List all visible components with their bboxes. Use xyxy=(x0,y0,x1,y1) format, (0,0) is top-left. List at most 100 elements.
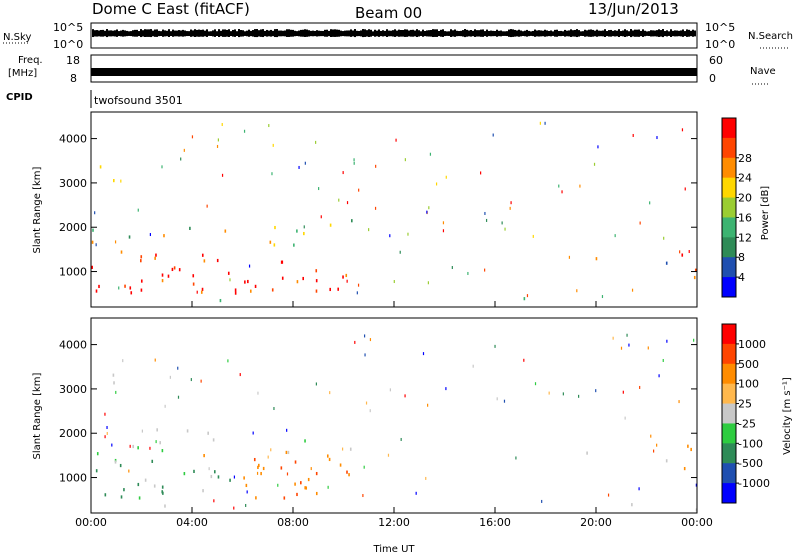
rti-cell xyxy=(304,439,306,443)
nsky-bar xyxy=(230,31,232,37)
nsky-bar xyxy=(116,29,118,37)
rti-cell xyxy=(534,382,537,386)
nsky-bar xyxy=(240,30,242,37)
nsky-bar xyxy=(110,30,112,37)
rti-cell xyxy=(369,338,372,342)
nsky-bar xyxy=(174,30,176,37)
rti-cell xyxy=(665,261,668,265)
rti-cell xyxy=(404,394,406,398)
nsky-bar xyxy=(108,30,110,37)
rti-cell xyxy=(112,373,115,377)
colorbar-tick-label: 100 xyxy=(738,378,759,391)
nsearch-tick-bottom: 10^0 xyxy=(705,38,735,51)
rti-cell xyxy=(472,364,474,368)
nsky-bar xyxy=(578,30,580,37)
rti-cell xyxy=(315,491,318,496)
nsky-bar xyxy=(618,29,620,38)
nsky-bar xyxy=(248,29,250,37)
rti-cell xyxy=(315,140,317,144)
nsky-bar xyxy=(470,30,472,37)
rti-cell xyxy=(177,395,180,399)
rti-cell xyxy=(639,221,641,225)
rti-cell xyxy=(693,275,696,280)
rti-cell xyxy=(257,391,259,395)
rti-cell xyxy=(210,474,213,479)
colorbar-segment xyxy=(722,363,736,385)
nsky-bar xyxy=(580,31,582,36)
nsky-bar xyxy=(294,30,296,37)
velocity-panel-frame xyxy=(90,317,698,514)
rti-cell xyxy=(445,175,447,179)
rti-cell xyxy=(375,164,377,168)
nsky-bar xyxy=(246,30,248,37)
nsky-bar xyxy=(198,29,200,37)
colorbar-segment xyxy=(722,483,736,504)
nsky-bar xyxy=(674,30,676,37)
x-tick-label: 16:00 xyxy=(479,516,511,529)
nsearch-label: N.Search xyxy=(748,31,793,42)
rti-cell xyxy=(154,358,156,362)
rti-cell xyxy=(601,295,604,299)
nsky-bar xyxy=(556,29,558,37)
power-colorbar-label: Power [dB] xyxy=(760,186,771,241)
rti-cell xyxy=(128,469,130,473)
nsky-bar xyxy=(182,29,184,37)
rti-cell xyxy=(161,273,164,277)
rti-cell xyxy=(177,366,179,370)
nsky-bar xyxy=(264,30,266,37)
rti-cell xyxy=(216,258,219,263)
rti-cell xyxy=(173,266,176,270)
nsky-bar xyxy=(256,29,258,38)
rti-cell xyxy=(271,288,274,292)
nsky-bar xyxy=(166,30,168,37)
y-tick-label: 2000 xyxy=(59,221,87,234)
nsky-bar xyxy=(612,30,614,37)
rti-cell xyxy=(548,391,550,395)
rti-cell xyxy=(687,444,689,448)
rti-cell xyxy=(253,457,256,462)
rti-cell xyxy=(203,453,205,458)
rti-cell xyxy=(161,485,164,489)
rti-cell xyxy=(212,438,215,442)
nsky-bar xyxy=(408,30,410,37)
nsky-bar xyxy=(270,29,272,37)
nsky-panel-frame xyxy=(90,22,698,49)
nsky-bar xyxy=(274,29,276,38)
nsky-bar xyxy=(502,31,504,36)
nsky-bar xyxy=(130,31,132,37)
rti-cell xyxy=(280,260,283,264)
nsky-bar xyxy=(94,30,96,37)
rti-cell xyxy=(144,478,147,482)
freq-label-line1: Freq. xyxy=(18,55,43,66)
nsky-bar xyxy=(188,31,190,37)
x-tick-label: 00:00 xyxy=(75,516,107,529)
nsky-bar xyxy=(656,30,658,37)
rti-cell xyxy=(503,399,506,403)
rti-cell xyxy=(368,228,370,232)
nsky-bar xyxy=(482,29,484,37)
nsky-bar xyxy=(254,29,256,38)
rti-cell xyxy=(129,286,132,290)
rti-cell xyxy=(631,503,633,507)
nsky-bar xyxy=(406,29,408,37)
colorbar-frame xyxy=(721,117,737,298)
nsky-bar xyxy=(492,30,494,37)
rti-cell xyxy=(435,182,438,186)
rti-cell xyxy=(649,201,651,205)
nsky-bar xyxy=(484,31,486,37)
rti-cell xyxy=(658,374,660,378)
rti-cell xyxy=(287,450,290,455)
nsky-bar xyxy=(284,30,286,37)
nsky-bar xyxy=(540,30,542,37)
rti-cell xyxy=(296,492,298,497)
rti-cell xyxy=(515,456,517,460)
nsky-bar xyxy=(234,29,236,37)
rti-cell xyxy=(247,279,249,284)
nsky-bar xyxy=(98,30,100,37)
rti-cell xyxy=(356,291,358,295)
rti-cell xyxy=(679,250,681,254)
nsky-bar xyxy=(630,29,632,38)
rti-cell xyxy=(656,136,658,140)
rti-cell xyxy=(271,172,273,176)
rti-cell xyxy=(122,359,124,363)
